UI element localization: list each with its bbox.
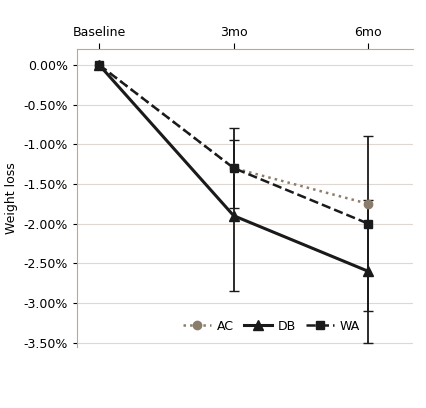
Legend: AC, DB, WA: AC, DB, WA: [178, 315, 365, 337]
DB: [97, 62, 102, 67]
WA: [97, 62, 102, 67]
Line: DB: DB: [94, 60, 373, 276]
DB: [366, 269, 371, 274]
DB: [231, 213, 236, 218]
WA: [231, 166, 236, 171]
AC: [97, 62, 102, 67]
Y-axis label: Weight loss: Weight loss: [5, 162, 17, 234]
Line: WA: WA: [95, 61, 372, 228]
Line: AC: AC: [95, 61, 372, 208]
AC: [366, 202, 371, 206]
WA: [366, 221, 371, 226]
AC: [231, 166, 236, 171]
